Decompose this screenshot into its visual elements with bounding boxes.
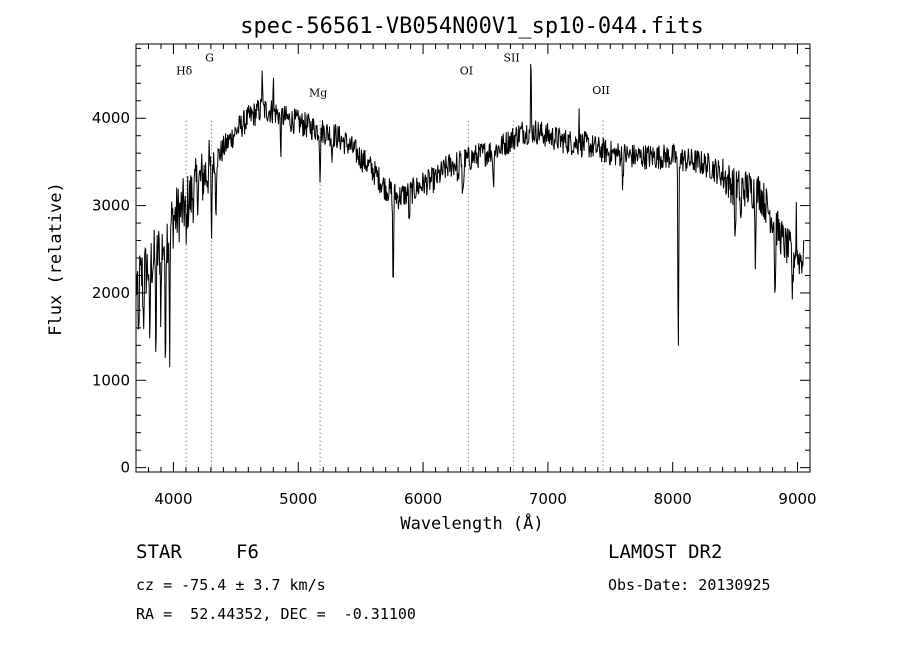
object-subclass: F6 [236,541,259,563]
spectral-line-label-0: Hδ [176,65,193,78]
x-tick-label-5: 9000 [778,490,816,508]
y-tick-label-2: 2000 [92,284,130,302]
object-class: STAR [136,541,182,563]
coords-text: RA = 52.44352, DEC = -0.31100 [136,605,416,623]
x-tick-label-0: 4000 [154,490,192,508]
spectral-line-markers: Hδ G Mg OI SII OII [176,51,610,472]
spectral-line-label-4: SII [503,51,519,64]
chart-title: spec-56561-VB054N00V1_sp10-044.fits [240,14,704,39]
y-tick-label-4: 4000 [92,109,130,127]
spectral-line-label-5: OII [592,84,610,97]
x-tick-label-2: 6000 [404,490,442,508]
x-tick-label-1: 5000 [279,490,317,508]
obs-date-text: Obs-Date: 20130925 [608,576,771,594]
y-tick-label-1: 1000 [92,371,130,389]
axes: 4000 5000 6000 7000 8000 9000 0 1000 2000 3000 400… [92,43,817,508]
x-tick-label-4: 8000 [654,490,692,508]
x-tick-label-3: 7000 [529,490,567,508]
spectral-line-label-2: Mg [309,86,327,99]
y-axis-label: Flux (relative) [46,182,66,336]
spectrum-line [135,63,805,368]
y-tick-label-3: 3000 [92,197,130,215]
spectral-line-label-3: OI [460,65,473,78]
redshift-text: cz = -75.4 ± 3.7 km/s [136,576,326,594]
spectral-line-label-1: G [205,51,214,64]
x-axis-label: Wavelength (Å) [400,512,543,534]
plot-frame [135,43,811,473]
survey-label: LAMOST DR2 [608,541,723,563]
y-tick-label-0: 0 [120,459,130,477]
spectrum-series [135,63,805,368]
